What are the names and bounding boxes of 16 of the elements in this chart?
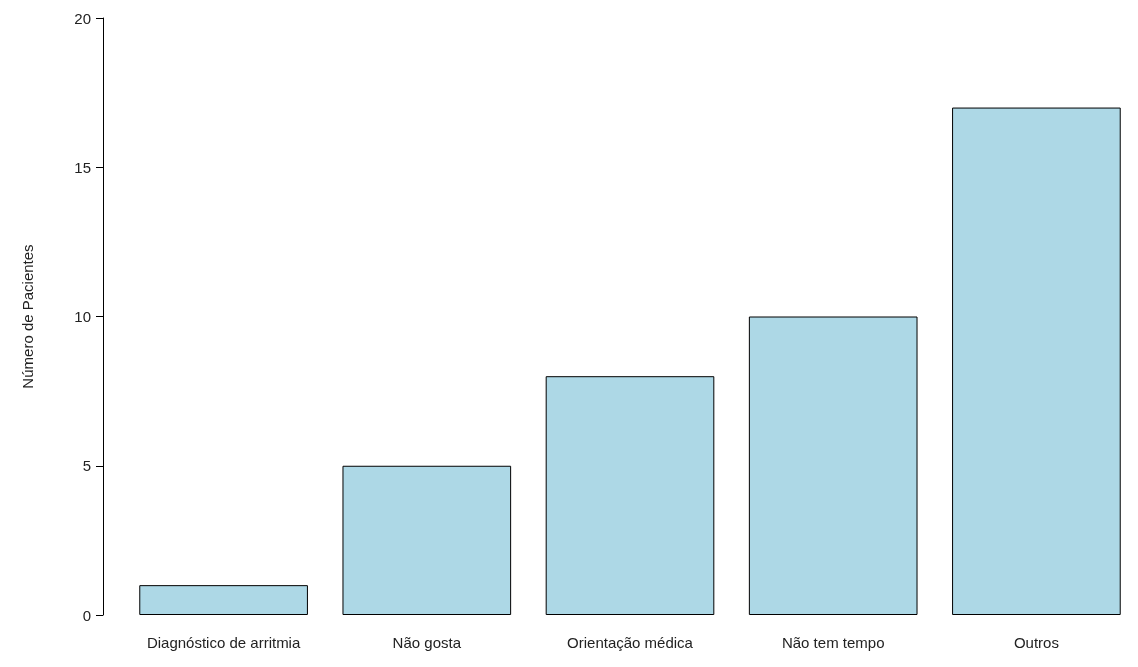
x-tick-label: Não tem tempo	[781, 634, 885, 651]
y-tick-label: 20	[74, 9, 91, 27]
x-tick-label: Orientação médica	[567, 634, 694, 651]
bar	[952, 107, 1121, 615]
bar	[545, 376, 715, 615]
y-tick-label: 0	[82, 606, 91, 624]
y-axis-title: Número de Pacientes	[19, 244, 36, 389]
x-tick-label: Diagnóstico de arritmia	[146, 634, 301, 651]
x-tick-label: Não gosta	[392, 634, 462, 651]
bar	[139, 585, 308, 615]
y-tick-label: 15	[74, 158, 91, 176]
y-tick-label: 5	[82, 457, 91, 475]
y-tick-label: 10	[74, 308, 91, 325]
bar	[748, 316, 918, 615]
bar	[342, 465, 512, 615]
x-tick-label: Outros	[1013, 634, 1059, 651]
